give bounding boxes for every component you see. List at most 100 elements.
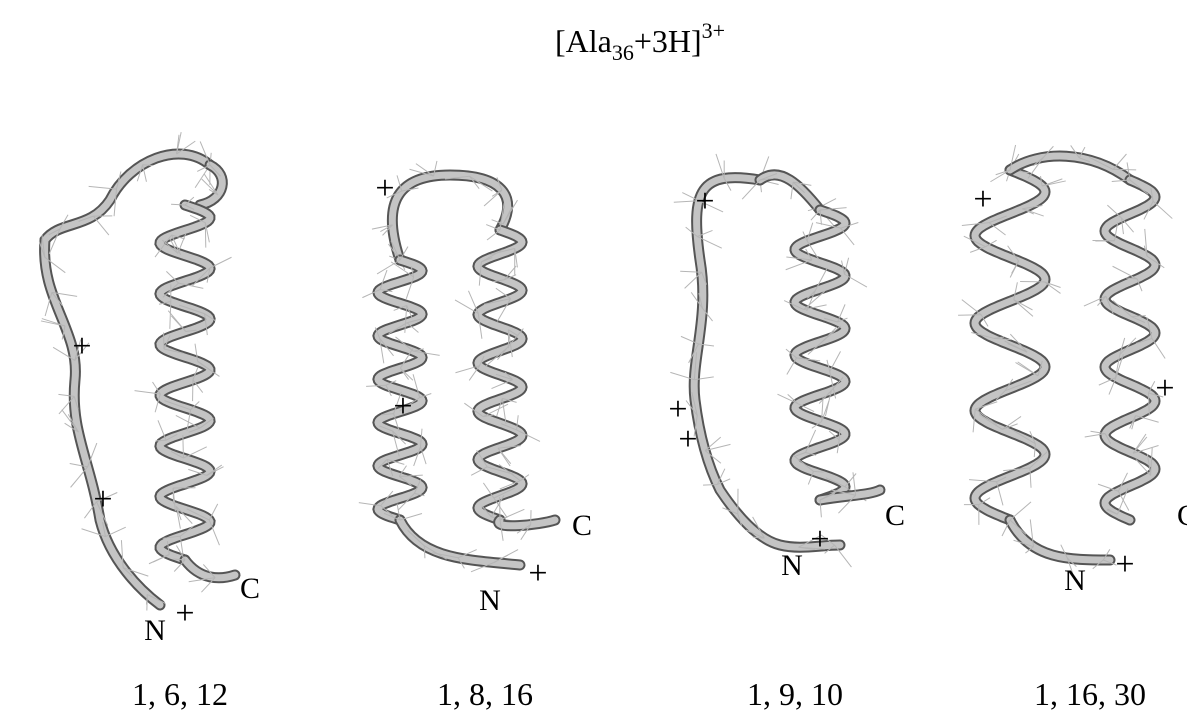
side-chain: [810, 209, 821, 221]
side-chain: [691, 391, 698, 416]
side-chain: [806, 290, 816, 299]
side-chain: [379, 338, 385, 364]
ribbon: [1006, 516, 1114, 564]
side-chain: [1152, 200, 1173, 219]
side-chain: [383, 512, 401, 521]
side-chain: [423, 545, 426, 559]
side-chain: [685, 226, 698, 237]
side-chain: [821, 401, 830, 422]
side-chain: [793, 181, 812, 186]
side-chain: [136, 164, 144, 182]
side-chain: [1104, 433, 1112, 444]
side-chain: [698, 343, 715, 347]
side-chain: [398, 465, 407, 477]
side-chain: [152, 381, 161, 395]
side-chain: [396, 503, 401, 521]
side-chain: [1002, 423, 1018, 430]
side-chain: [516, 415, 519, 430]
side-chain: [374, 327, 381, 339]
side-chain: [1135, 459, 1152, 476]
side-chain: [148, 554, 170, 565]
side-chain: [44, 256, 66, 274]
side-chain: [178, 282, 204, 289]
side-chain: [74, 342, 90, 361]
side-chain: [745, 529, 765, 539]
ribbon: [196, 161, 226, 209]
side-chain: [395, 336, 414, 352]
side-chain: [993, 337, 1012, 341]
side-chain: [798, 546, 825, 550]
side-chain: [1005, 380, 1032, 392]
side-chain: [405, 276, 415, 299]
side-chain: [806, 290, 816, 312]
side-chain: [1131, 315, 1146, 318]
ribbon: [495, 516, 559, 530]
charge-marker: +: [175, 595, 194, 632]
ribbon: [181, 556, 239, 582]
charge-marker: +: [528, 555, 547, 592]
side-chain: [93, 215, 110, 236]
side-chain: [502, 199, 518, 225]
side-chain: [805, 248, 813, 261]
ribbons: [38, 131, 1173, 611]
side-chain: [715, 153, 725, 179]
side-chain: [48, 228, 61, 236]
side-chain: [162, 535, 181, 539]
side-chain: [785, 348, 797, 359]
side-chain: [407, 529, 425, 547]
side-chain: [478, 261, 482, 286]
side-chain: [838, 494, 857, 514]
side-chain: [969, 479, 997, 483]
side-chain: [412, 374, 421, 398]
side-chain: [703, 483, 718, 486]
side-chain: [1066, 557, 1074, 574]
side-chain: [96, 501, 109, 526]
ribbon: [474, 226, 526, 524]
side-chain: [393, 391, 402, 414]
side-chain: [1007, 343, 1028, 353]
side-chain: [190, 401, 200, 411]
charge-marker: +: [973, 181, 992, 218]
side-chain: [752, 516, 765, 539]
side-chain: [737, 513, 743, 526]
side-chain: [697, 236, 722, 249]
side-chain: [113, 189, 117, 217]
side-chain: [786, 357, 798, 375]
side-chain: [819, 490, 839, 501]
side-chain: [197, 361, 220, 377]
side-chain: [1089, 156, 1114, 170]
side-chain: [503, 274, 517, 281]
side-chain: [120, 540, 124, 568]
side-chain: [1029, 519, 1034, 547]
side-chain: [996, 476, 1007, 483]
side-chain: [497, 447, 511, 467]
side-chain: [722, 507, 738, 515]
side-chain: [1092, 559, 1104, 570]
side-chain: [147, 593, 166, 604]
side-chain: [199, 417, 214, 429]
side-chain: [469, 175, 480, 189]
side-chain: [87, 442, 98, 468]
side-chain: [824, 544, 835, 554]
side-chain: [70, 466, 88, 488]
side-chain: [680, 335, 699, 345]
side-chain: [173, 559, 186, 572]
charge-marker: +: [695, 183, 714, 220]
side-chain: [503, 265, 517, 281]
side-chain: [186, 409, 192, 431]
side-chain: [1012, 429, 1036, 445]
side-chain: [61, 409, 79, 433]
side-chain: [188, 427, 201, 433]
side-chain: [206, 464, 223, 476]
side-chain: [48, 228, 61, 255]
side-chain: [493, 554, 508, 564]
side-chain: [401, 187, 419, 192]
side-chain: [831, 489, 856, 496]
side-chain: [499, 508, 525, 521]
side-chain: [88, 185, 117, 190]
side-chain: [493, 497, 508, 518]
side-chain: [399, 348, 414, 369]
side-chain: [1135, 415, 1159, 423]
title-part: [Ala: [555, 23, 612, 59]
side-chain: [805, 429, 817, 453]
